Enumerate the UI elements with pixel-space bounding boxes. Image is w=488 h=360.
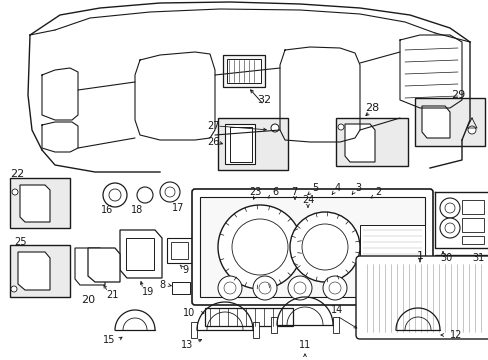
Text: 14: 14	[330, 305, 343, 315]
FancyBboxPatch shape	[355, 256, 488, 339]
Circle shape	[252, 276, 276, 300]
Text: 1: 1	[416, 251, 423, 261]
Bar	[200, 197, 424, 297]
Bar	[204, 308, 292, 326]
Bar	[171, 242, 187, 259]
Circle shape	[289, 212, 359, 282]
Text: 22: 22	[10, 169, 24, 179]
Text: 13: 13	[181, 340, 193, 350]
Text: 16: 16	[101, 205, 113, 215]
Polygon shape	[88, 248, 120, 282]
Text: 31: 31	[471, 253, 483, 263]
Text: 2: 2	[374, 187, 380, 197]
Circle shape	[337, 124, 343, 130]
Text: 28: 28	[364, 103, 378, 113]
Circle shape	[357, 276, 381, 300]
Text: 23: 23	[248, 187, 261, 197]
Text: 18: 18	[131, 205, 143, 215]
Bar	[461, 236, 483, 244]
Circle shape	[218, 205, 302, 289]
Bar	[218, 118, 287, 170]
Bar	[167, 238, 192, 263]
Bar	[226, 59, 261, 83]
Text: 7: 7	[290, 187, 297, 197]
Circle shape	[463, 287, 479, 303]
Bar	[461, 200, 483, 214]
Text: 27: 27	[206, 121, 219, 131]
Circle shape	[224, 282, 236, 294]
Text: 4: 4	[334, 183, 340, 193]
Circle shape	[109, 189, 121, 201]
Text: 3: 3	[354, 183, 360, 193]
Circle shape	[392, 276, 416, 300]
Circle shape	[11, 286, 17, 292]
Bar	[172, 282, 190, 294]
Polygon shape	[421, 106, 449, 138]
Circle shape	[287, 276, 311, 300]
Bar	[270, 317, 276, 333]
Polygon shape	[120, 230, 162, 278]
Bar	[191, 322, 197, 338]
Bar	[126, 238, 154, 270]
Circle shape	[270, 124, 279, 132]
Circle shape	[441, 287, 457, 303]
Circle shape	[218, 276, 242, 300]
Bar	[359, 225, 424, 260]
Text: 11: 11	[298, 340, 310, 350]
Bar	[223, 55, 264, 87]
Bar	[10, 245, 70, 297]
Circle shape	[467, 126, 475, 134]
FancyBboxPatch shape	[192, 189, 432, 305]
Circle shape	[328, 282, 340, 294]
Circle shape	[439, 198, 459, 218]
Bar	[332, 317, 338, 333]
Text: 5: 5	[311, 183, 318, 193]
Text: 26: 26	[206, 137, 219, 147]
Bar	[224, 124, 254, 164]
Circle shape	[444, 203, 454, 213]
Text: 24: 24	[301, 195, 314, 205]
Text: 32: 32	[256, 95, 270, 105]
Circle shape	[444, 223, 454, 233]
Circle shape	[231, 219, 287, 275]
Text: 6: 6	[271, 187, 278, 197]
Text: 30: 30	[439, 253, 451, 263]
Text: 9: 9	[182, 265, 188, 275]
Circle shape	[160, 182, 180, 202]
Text: 15: 15	[102, 335, 115, 345]
Bar	[335, 118, 407, 166]
Polygon shape	[75, 248, 105, 285]
Polygon shape	[345, 124, 374, 162]
Bar	[10, 178, 70, 228]
Circle shape	[103, 183, 127, 207]
Circle shape	[259, 282, 270, 294]
Circle shape	[302, 224, 347, 270]
Text: 10: 10	[183, 308, 195, 318]
Text: 17: 17	[171, 203, 184, 213]
Bar	[252, 322, 259, 338]
Text: 29: 29	[450, 90, 464, 100]
Polygon shape	[18, 252, 50, 290]
Text: 19: 19	[142, 287, 154, 297]
Polygon shape	[20, 185, 50, 222]
Circle shape	[441, 262, 457, 278]
Bar	[434, 255, 488, 303]
Text: 8: 8	[159, 280, 165, 290]
Circle shape	[439, 218, 459, 238]
Circle shape	[463, 262, 479, 278]
Circle shape	[293, 282, 305, 294]
Text: 12: 12	[449, 330, 462, 340]
Circle shape	[398, 282, 410, 294]
Circle shape	[164, 187, 175, 197]
Bar	[461, 218, 483, 232]
Text: 21: 21	[105, 290, 118, 300]
Bar	[414, 98, 484, 146]
Text: 20: 20	[81, 295, 95, 305]
Circle shape	[137, 187, 153, 203]
Circle shape	[12, 189, 18, 195]
Text: 25: 25	[14, 237, 26, 247]
Circle shape	[323, 276, 346, 300]
Circle shape	[363, 282, 375, 294]
